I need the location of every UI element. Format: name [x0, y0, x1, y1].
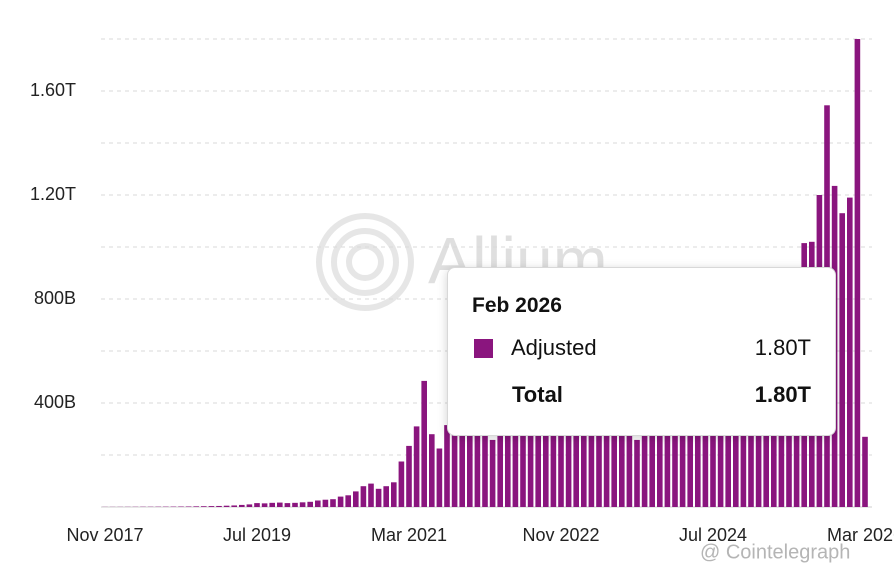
- tooltip-series-name: Adjusted: [511, 335, 597, 360]
- y-tick-label: 800B: [34, 288, 76, 308]
- bar: [512, 423, 519, 507]
- bar: [315, 500, 321, 507]
- x-tick-label: Mar 2021: [371, 525, 447, 545]
- bar: [854, 39, 861, 507]
- tooltip-total-value: 1.80T: [754, 382, 811, 407]
- bar: [436, 448, 443, 507]
- bar: [375, 488, 382, 507]
- bar: [360, 486, 367, 507]
- bar: [451, 421, 458, 507]
- bar: [474, 429, 481, 507]
- bar: [505, 426, 511, 507]
- bar: [322, 499, 329, 507]
- bar: [391, 482, 397, 507]
- bar: [353, 491, 359, 507]
- bar: [679, 405, 686, 507]
- bar: [398, 461, 405, 507]
- bar: [619, 429, 625, 507]
- bar: [208, 506, 215, 507]
- bar: [345, 495, 351, 507]
- bar: [626, 431, 633, 507]
- x-tick-label: Jul 2024: [679, 525, 747, 545]
- bar: [185, 506, 192, 507]
- bar: [702, 382, 709, 507]
- bar: [535, 421, 541, 507]
- bar: [337, 496, 344, 507]
- bar: [497, 429, 503, 507]
- y-tick-label: 1.20T: [30, 184, 76, 204]
- bar: [672, 410, 678, 507]
- bar: [239, 504, 245, 507]
- bar: [550, 426, 557, 507]
- bar: [201, 506, 207, 507]
- bar: [489, 439, 496, 507]
- bar: [634, 439, 640, 507]
- bar: [710, 377, 716, 507]
- bar: [330, 499, 336, 507]
- bar: [231, 505, 237, 507]
- bar: [847, 197, 853, 507]
- bar: [429, 434, 435, 507]
- bar: [277, 502, 283, 507]
- bar: [687, 397, 693, 507]
- bar: [223, 505, 230, 507]
- bar: [603, 421, 610, 507]
- y-tick-label: 400B: [34, 392, 76, 412]
- bar: [261, 503, 268, 507]
- x-tick-label: Nov 2017: [66, 525, 143, 545]
- x-tick-label: Jul 2019: [223, 525, 291, 545]
- bar: [284, 503, 291, 507]
- bar: [307, 501, 313, 507]
- bar: [543, 423, 549, 507]
- bar: [467, 426, 473, 507]
- bar: [862, 436, 868, 507]
- bar: [254, 503, 260, 507]
- bar: [581, 423, 587, 507]
- bar: [368, 483, 374, 507]
- source-credit: @ Cointelegraph: [700, 541, 850, 563]
- watermark-logo: [316, 213, 414, 311]
- bar: [695, 390, 701, 507]
- tooltip: Feb 2026 Adjusted 1.80T Total 1.80T: [447, 267, 836, 436]
- bar: [573, 426, 579, 507]
- bar: [596, 418, 602, 507]
- bar: [527, 418, 534, 507]
- bar: [649, 426, 655, 507]
- bar: [588, 421, 595, 507]
- bar: [444, 425, 450, 507]
- bar: [664, 416, 671, 507]
- bar: [269, 502, 275, 507]
- bar: [459, 423, 465, 507]
- bar: [413, 426, 420, 507]
- tooltip-value: 1.80T: [754, 335, 811, 360]
- bar: [611, 423, 617, 507]
- bar: [292, 502, 298, 507]
- bar: [383, 486, 389, 507]
- bar: [558, 429, 564, 507]
- bar: [839, 213, 845, 507]
- tooltip-swatch: [474, 339, 493, 358]
- bar: [641, 431, 648, 507]
- bar: [299, 502, 306, 507]
- bar: [421, 380, 427, 507]
- bar: [657, 421, 663, 507]
- bar: [565, 429, 572, 507]
- bar: [216, 505, 222, 507]
- y-tick-label: 1.60T: [30, 80, 76, 100]
- bar: [246, 504, 253, 507]
- bar: [193, 506, 199, 507]
- tooltip-total-name: Total: [512, 382, 563, 407]
- bar: [717, 371, 724, 507]
- tooltip-title: Feb 2026: [472, 294, 562, 317]
- x-tick-label: Mar 2026: [827, 525, 894, 545]
- x-tick-label: Nov 2022: [522, 525, 599, 545]
- bar: [482, 430, 488, 507]
- bar: [520, 421, 526, 507]
- bar: [406, 445, 412, 507]
